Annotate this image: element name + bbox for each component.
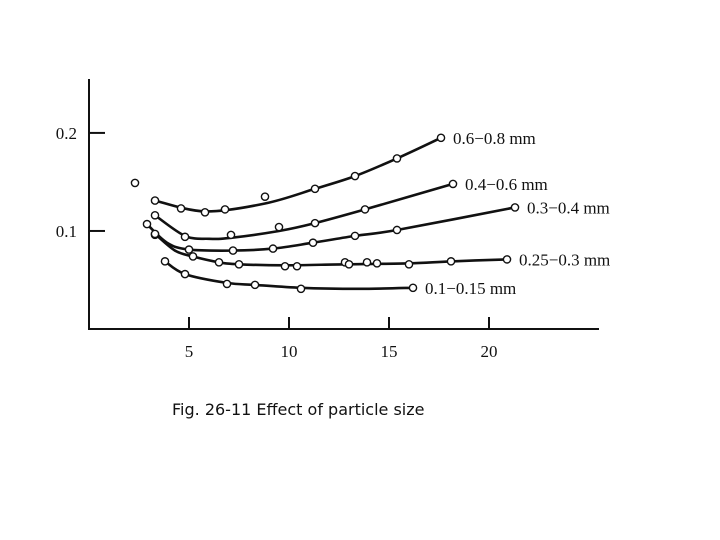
data-point-0-25-0-3-mm bbox=[214, 258, 224, 267]
data-point-0-1-0-15-mm bbox=[250, 280, 260, 290]
data-point-0-25-0-3-mm bbox=[292, 261, 302, 271]
figure-caption: Fig. 26-11 Effect of particle size bbox=[172, 400, 425, 419]
data-point-0-4-0-6-mm bbox=[310, 218, 320, 228]
particle-size-chart: 5 10 15 20 0.1 0.2 0.6−0.8 mm 0.4−0.6 mm 0.3−0.… bbox=[56, 79, 610, 361]
x-tick-label: 20 bbox=[481, 342, 498, 361]
data-point-0-6-0-8-mm bbox=[220, 205, 230, 214]
data-point-0-3-0-4-mm bbox=[184, 245, 194, 254]
data-point-0-4-0-6-mm bbox=[448, 179, 458, 189]
data-point-0-6-0-8-mm bbox=[310, 184, 320, 194]
series-label-0-1-0-15-mm: 0.1−0.15 mm bbox=[425, 279, 516, 298]
data-point-0-3-0-4-mm bbox=[228, 246, 238, 255]
data-point-0-25-0-3-mm bbox=[188, 252, 198, 261]
x-tick-label: 10 bbox=[281, 342, 298, 361]
data-point-0-3-0-4-mm bbox=[392, 225, 402, 235]
data-point-0-25-0-3-mm bbox=[362, 258, 372, 267]
data-point-0-4-0-6-mm bbox=[180, 232, 190, 242]
y-tick-label: 0.2 bbox=[56, 124, 77, 143]
data-point-0-1-0-15-mm bbox=[180, 269, 190, 279]
data-point-0-6-0-8-mm bbox=[150, 196, 160, 205]
data-point-0-3-0-4-mm bbox=[510, 203, 520, 212]
data-point-0-25-0-3-mm bbox=[502, 255, 512, 264]
data-point-0-4-0-6-mm bbox=[360, 205, 370, 214]
data-point-0-4-0-6-mm bbox=[274, 222, 284, 232]
data-point-0-4-0-6-mm bbox=[226, 230, 236, 240]
axis-ticks: 5 10 15 20 0.1 0.2 bbox=[56, 124, 498, 361]
series-label-0-3-0-4-mm: 0.3−0.4 mm bbox=[527, 198, 610, 217]
series-points bbox=[130, 133, 520, 294]
data-point-0-6-0-8-mm bbox=[350, 171, 360, 181]
axes bbox=[88, 79, 599, 330]
data-point-0-1-0-15-mm bbox=[296, 284, 306, 294]
data-point-0-25-0-3-mm bbox=[234, 259, 244, 269]
data-point-0-6-0-8-mm bbox=[176, 204, 186, 213]
data-point-0-25-0-3-mm bbox=[150, 229, 160, 239]
series-label-0-4-0-6-mm: 0.4−0.6 mm bbox=[465, 175, 548, 194]
data-point-0-25-0-3-mm bbox=[372, 259, 382, 268]
data-point-0-25-0-3-mm bbox=[404, 259, 414, 269]
series-label-0-25-0-3-mm: 0.25−0.3 mm bbox=[519, 250, 610, 269]
data-point-0-6-0-8-mm bbox=[130, 178, 140, 188]
series-line-0-25-0-3-mm bbox=[153, 232, 509, 267]
data-point-0-3-0-4-mm bbox=[142, 219, 152, 229]
data-point-0-4-0-6-mm bbox=[150, 210, 160, 220]
data-point-0-25-0-3-mm bbox=[280, 261, 290, 271]
data-point-0-3-0-4-mm bbox=[350, 231, 360, 241]
data-point-0-6-0-8-mm bbox=[200, 208, 210, 217]
series-labels: 0.6−0.8 mm 0.4−0.6 mm 0.3−0.4 mm 0.25−0.3 m… bbox=[425, 129, 610, 298]
data-point-0-6-0-8-mm bbox=[436, 133, 446, 143]
x-tick-label: 15 bbox=[381, 342, 398, 361]
data-point-0-1-0-15-mm bbox=[222, 279, 232, 289]
data-point-0-6-0-8-mm bbox=[260, 192, 270, 201]
x-tick-label: 5 bbox=[185, 342, 194, 361]
data-point-0-3-0-4-mm bbox=[268, 244, 278, 253]
data-point-0-25-0-3-mm bbox=[446, 257, 456, 266]
data-point-0-1-0-15-mm bbox=[160, 257, 170, 266]
data-point-0-6-0-8-mm bbox=[392, 154, 402, 163]
series-label-0-6-0-8-mm: 0.6−0.8 mm bbox=[453, 129, 536, 148]
y-tick-label: 0.1 bbox=[56, 222, 77, 241]
data-point-0-25-0-3-mm bbox=[344, 259, 354, 269]
data-point-0-1-0-15-mm bbox=[408, 283, 418, 293]
data-point-0-3-0-4-mm bbox=[308, 238, 318, 248]
axis-lines bbox=[88, 79, 599, 330]
